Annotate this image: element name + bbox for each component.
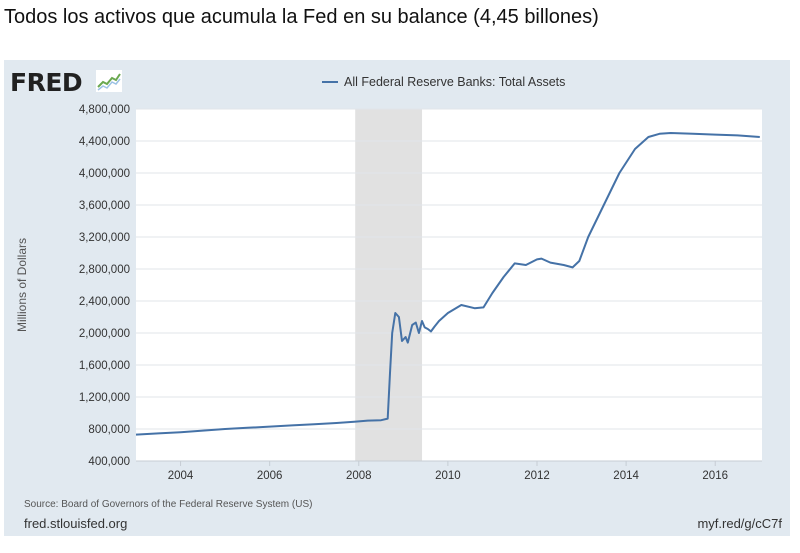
y-tick-label: 1,600,000 [79,360,130,372]
y-tick-label: 2,800,000 [79,264,130,276]
y-tick-label: 400,000 [88,456,130,468]
y-tick-label: 4,400,000 [79,136,130,148]
y-tick-label: 4,800,000 [79,104,130,116]
y-tick-label: 1,200,000 [79,392,130,404]
x-tick-label: 2016 [702,470,728,482]
chart-panel: FRED 400,000 800,000 1,200,000 1,600,000 2,0… [4,60,790,536]
plot-area [136,109,762,461]
x-tick-label: 2004 [168,470,194,482]
y-tick-label: 3,200,000 [79,232,130,244]
x-tick-label: 2012 [524,470,550,482]
source-note: Source: Board of Governors of the Federa… [24,499,313,510]
x-tick-label: 2008 [346,470,372,482]
y-tick-label: 3,600,000 [79,200,130,212]
series-line [135,132,760,436]
fred-logo: FRED [10,68,83,97]
legend-label: All Federal Reserve Banks: Total Assets [344,75,565,89]
y-tick-label: 2,000,000 [79,328,130,340]
headline: Todos los activos que acumula la Fed en … [4,6,599,28]
y-axis-label: Millions of Dollars [15,238,29,332]
x-tick-label: 2010 [435,470,461,482]
chart-svg: 400,000 800,000 1,200,000 1,600,000 2,000,00… [15,75,762,482]
footer-short-url[interactable]: myf.red/g/cC7f [697,516,782,531]
x-tick-label: 2006 [257,470,283,482]
y-tick-label: 800,000 [88,424,130,436]
x-tick-label: 2014 [613,470,639,482]
footer-url[interactable]: fred.stlouisfed.org [24,516,128,531]
y-tick-label: 4,000,000 [79,168,130,180]
y-tick-label: 2,400,000 [79,296,130,308]
fred-logo-chart-icon [96,70,122,92]
